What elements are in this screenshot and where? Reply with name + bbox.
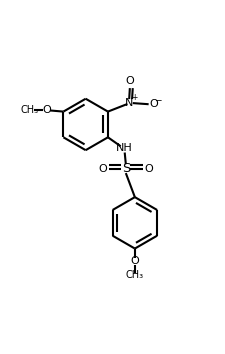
Text: CH₃: CH₃ xyxy=(126,270,144,280)
Text: NH: NH xyxy=(116,143,133,154)
Text: O: O xyxy=(126,76,134,86)
Text: −: − xyxy=(155,96,162,105)
Text: O: O xyxy=(149,99,158,109)
Text: +: + xyxy=(131,93,137,102)
Text: O: O xyxy=(130,256,139,266)
Text: O: O xyxy=(42,105,51,115)
Text: O: O xyxy=(98,164,107,173)
Text: CH₃: CH₃ xyxy=(20,105,38,115)
Text: O: O xyxy=(144,164,153,173)
Text: S: S xyxy=(122,162,130,175)
Text: N: N xyxy=(125,98,133,108)
